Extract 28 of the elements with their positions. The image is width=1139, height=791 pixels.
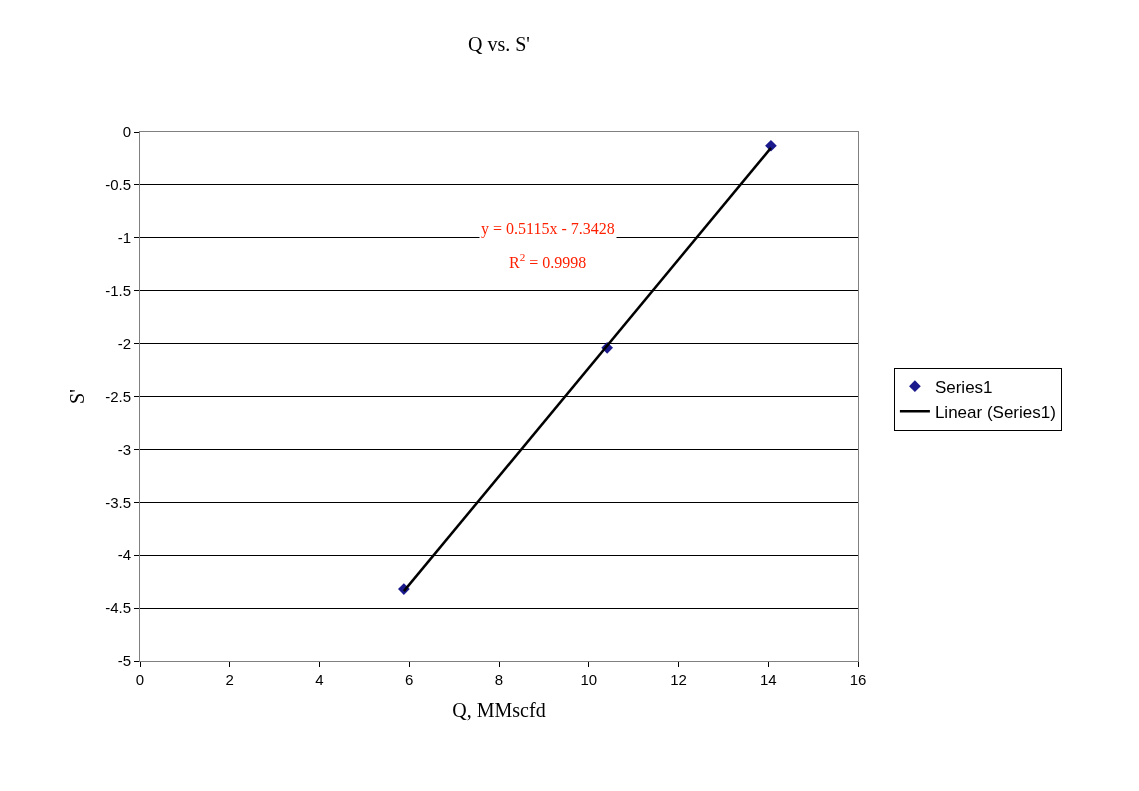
x-tick-label: 10 bbox=[580, 671, 598, 688]
x-tick-label: 14 bbox=[759, 671, 777, 688]
x-tick-label: 2 bbox=[225, 671, 234, 688]
y-tick-label: -5 bbox=[117, 652, 131, 670]
y-axis-title: S' bbox=[65, 389, 88, 404]
legend-label: Series1 bbox=[934, 377, 993, 397]
y-tick-label: -2.5 bbox=[105, 387, 131, 405]
y-tick-label: -3 bbox=[117, 440, 131, 458]
point bbox=[765, 139, 777, 152]
legend-label: Linear (Series1) bbox=[934, 402, 1056, 422]
annotation: y = 0.5115x - 7.3428 bbox=[481, 220, 615, 238]
x-tick-label: 6 bbox=[405, 671, 414, 688]
x-axis-title: Q, MMscfd bbox=[452, 698, 546, 721]
x-tick-label: 0 bbox=[135, 671, 145, 688]
y-tick-label: -2 bbox=[117, 334, 131, 352]
y-tick-label: -4.5 bbox=[105, 599, 131, 617]
y-tick-label: -1.5 bbox=[105, 281, 131, 299]
x-tick-label: 4 bbox=[315, 671, 324, 688]
y-tick-label: 0 bbox=[122, 123, 131, 141]
y-tick-label: -4 bbox=[117, 546, 131, 564]
y-tick-label: -1 bbox=[117, 229, 131, 247]
y-tick-label: -3.5 bbox=[105, 493, 131, 511]
x-tick-label: 8 bbox=[494, 671, 504, 688]
annotation: R$^{2}$ = 0.9998 bbox=[509, 251, 587, 271]
chart-title: Q vs. S' bbox=[468, 32, 530, 55]
x-tick-label: 12 bbox=[670, 671, 687, 688]
x-tick-label: 16 bbox=[849, 671, 867, 688]
y-tick-label: -0.5 bbox=[105, 176, 131, 194]
